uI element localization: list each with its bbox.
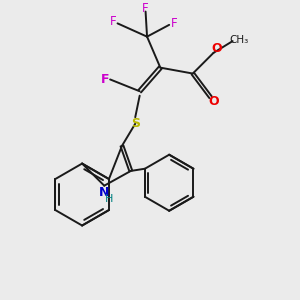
Text: F: F (100, 73, 109, 86)
Text: S: S (131, 117, 140, 130)
Text: F: F (171, 17, 178, 30)
Text: N: N (99, 186, 110, 199)
Text: CH₃: CH₃ (230, 34, 249, 45)
Text: F: F (142, 2, 149, 14)
Text: O: O (208, 95, 219, 108)
Text: O: O (211, 42, 222, 55)
Text: F: F (110, 14, 116, 28)
Text: H: H (104, 194, 113, 204)
